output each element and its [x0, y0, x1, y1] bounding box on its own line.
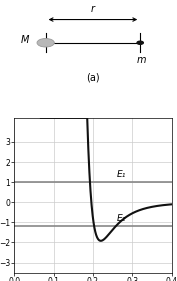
Text: E₂: E₂	[116, 214, 126, 223]
Text: M: M	[21, 35, 29, 45]
Text: r: r	[91, 4, 95, 14]
Text: E₁: E₁	[116, 169, 126, 178]
Circle shape	[137, 41, 143, 44]
Circle shape	[37, 38, 54, 47]
Text: (a): (a)	[86, 73, 100, 83]
Text: m: m	[137, 55, 147, 65]
